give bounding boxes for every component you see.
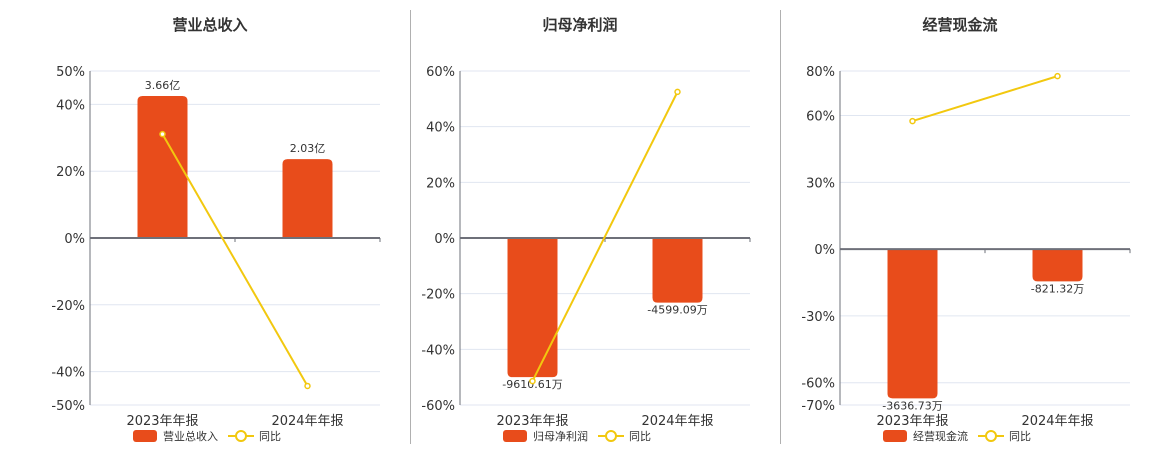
divider: [410, 10, 411, 444]
yoy-point[interactable]: [909, 117, 916, 125]
x-category-label: 2023年年报: [876, 414, 948, 429]
y-tick-label: -60%: [421, 399, 455, 414]
y-tick-label: -40%: [421, 343, 455, 358]
x-category-label: 2023年年报: [126, 414, 198, 429]
bar[interactable]: [507, 238, 558, 378]
y-tick-label: 0%: [64, 232, 85, 247]
bar[interactable]: [887, 249, 938, 399]
yoy-line: [912, 75, 1058, 123]
x-category-label: 2024年年报: [641, 414, 713, 429]
yoy-point[interactable]: [674, 88, 681, 96]
legend-bar-swatch: [883, 430, 907, 442]
legend-line-label[interactable]: 同比: [629, 430, 651, 443]
y-tick-label: 0%: [814, 243, 835, 258]
y-tick-label: 60%: [426, 65, 455, 80]
bar[interactable]: [282, 159, 333, 238]
y-tick-label: -70%: [801, 399, 835, 414]
bar[interactable]: [1032, 249, 1083, 282]
bar-value-label: -4599.09万: [647, 304, 707, 317]
x-category-label: 2024年年报: [271, 414, 343, 429]
yoy-line: [161, 133, 309, 387]
y-tick-label: -20%: [51, 299, 85, 314]
bar-value-label: 2.03亿: [290, 142, 326, 155]
chart-title: 营业总收入: [172, 16, 248, 34]
legend-line-icon: [978, 430, 1004, 442]
yoy-point[interactable]: [159, 130, 166, 138]
legend-line-icon: [228, 430, 254, 442]
chart-panel-cash-flow: 经营现金流 80% 60% 30% 0% -30% -60% -70% -3636.73万 20…: [780, 0, 1160, 450]
legend-line-icon: [598, 430, 624, 442]
legend-bar-label[interactable]: 归母净利润: [533, 430, 588, 443]
y-tick-label: 80%: [806, 65, 835, 80]
chart-panel-revenue: 营业总收入 50% 40% 20% 0% -20% -40% -50% 3.66亿 2023年年…: [0, 0, 410, 450]
x-category-label: 2024年年报: [1021, 414, 1093, 429]
y-tick-label: 20%: [56, 165, 85, 180]
bar-value-label: -821.32万: [1031, 282, 1084, 295]
chart-plot: 80% 60% 30% 0% -30% -60% -70% -3636.73万 2023年年报 -…: [801, 65, 1131, 429]
chart-plot: 60% 40% 20% 0% -20% -40% -60% -9610.61万 2023年年报 -…: [421, 65, 751, 429]
legend-line-label[interactable]: 同比: [1009, 430, 1031, 443]
legend-line-label[interactable]: 同比: [259, 430, 281, 443]
y-tick-label: -30%: [801, 310, 835, 325]
bar-value-label: -9610.61万: [502, 378, 562, 391]
yoy-line: [531, 91, 679, 382]
y-tick-label: 50%: [56, 65, 85, 80]
y-tick-label: 30%: [806, 176, 835, 191]
divider: [780, 10, 781, 444]
legend-bar-swatch: [133, 430, 157, 442]
chart-panel-net-profit: 归母净利润 60% 40% 20% 0% -20% -40% -60% -9610.61万 20…: [410, 0, 780, 450]
y-tick-label: 40%: [426, 121, 455, 136]
legend: 营业总收入 同比: [133, 428, 281, 444]
y-tick-label: -20%: [421, 288, 455, 303]
bar[interactable]: [137, 96, 188, 238]
legend-bar-label[interactable]: 经营现金流: [913, 430, 968, 443]
bar-value-label: 3.66亿: [145, 79, 181, 92]
bar-value-label: -3636.73万: [882, 399, 942, 412]
y-tick-label: -50%: [51, 399, 85, 414]
y-tick-label: 0%: [434, 232, 455, 247]
x-category-label: 2023年年报: [496, 414, 568, 429]
legend-bar-label[interactable]: 营业总收入: [163, 430, 218, 443]
y-tick-label: 40%: [56, 98, 85, 113]
chart-title: 归母净利润: [542, 16, 618, 34]
legend-bar-swatch: [503, 430, 527, 442]
y-tick-label: 60%: [806, 110, 835, 125]
y-tick-label: 20%: [426, 176, 455, 191]
bar[interactable]: [652, 238, 703, 303]
yoy-point[interactable]: [1054, 72, 1061, 80]
yoy-point[interactable]: [304, 382, 311, 390]
chart-plot: 50% 40% 20% 0% -20% -40% -50% 3.66亿 2023年年报 2.03亿…: [51, 65, 381, 429]
yoy-point[interactable]: [529, 377, 536, 385]
y-tick-label: -40%: [51, 366, 85, 381]
chart-title: 经营现金流: [922, 16, 998, 34]
legend: 归母净利润 同比: [503, 428, 651, 444]
legend: 经营现金流 同比: [883, 428, 1031, 444]
y-tick-label: -60%: [801, 377, 835, 392]
